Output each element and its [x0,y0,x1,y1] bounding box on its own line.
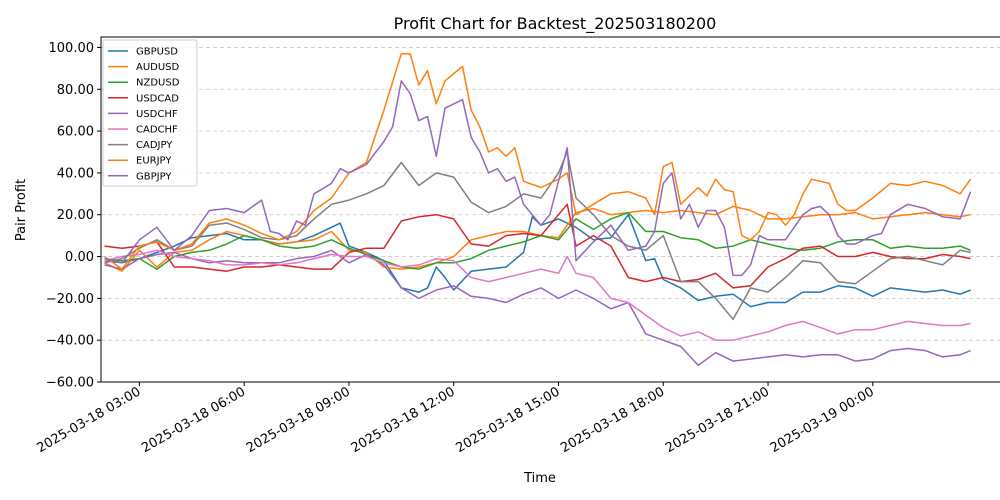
series-lines [104,52,972,367]
legend-label-cadchf: CADCHF [136,125,178,136]
legend-label-gbpjpy: GBPJPY [136,171,172,182]
y-tick-label: −20.00 [46,292,94,307]
series-line-cadchf [104,249,971,341]
legend-box [102,39,198,187]
legend-label-cadjpy: CADJPY [136,140,173,151]
y-tick-label: −40.00 [46,334,94,349]
y-tick-label: 0.00 [65,250,94,265]
series-line-usdchf [104,249,971,367]
y-tick-label: −60.00 [46,376,94,391]
y-tick-label: 40.00 [57,166,94,181]
series-line-usdcad [104,203,971,289]
y-tick-label: 20.00 [57,208,94,223]
y-axis: −60.00 −40.00 −20.00 0.00 20.00 40.00 60.00 80.… [46,41,101,391]
series-line-cadjpy [104,151,971,321]
legend-label-nzdusd: NZDUSD [136,78,180,89]
legend-label-audusd: AUDUSD [136,62,180,73]
legend-label-gbpusd: GBPUSD [136,47,178,58]
y-tick-label: 100.00 [49,41,95,56]
y-tick-label: 60.00 [57,125,94,140]
plot-frame [100,36,1000,383]
y-axis-label: Pair Profit [14,179,29,241]
legend-label-usdcad: USDCAD [136,93,179,104]
legend-label-usdchf: USDCHF [136,109,178,120]
series-line-gbpjpy [104,80,972,277]
legend: GBPUSD AUDUSD NZDUSD USDCAD USDCHF CADCHF CADJ… [102,39,198,187]
x-axis-label: Time [523,471,556,486]
legend-label-eurjpy: EURJPY [136,156,172,167]
y-tick-label: 80.00 [57,83,94,98]
chart-title: Profit Chart for Backtest_202503180200 [394,14,717,34]
